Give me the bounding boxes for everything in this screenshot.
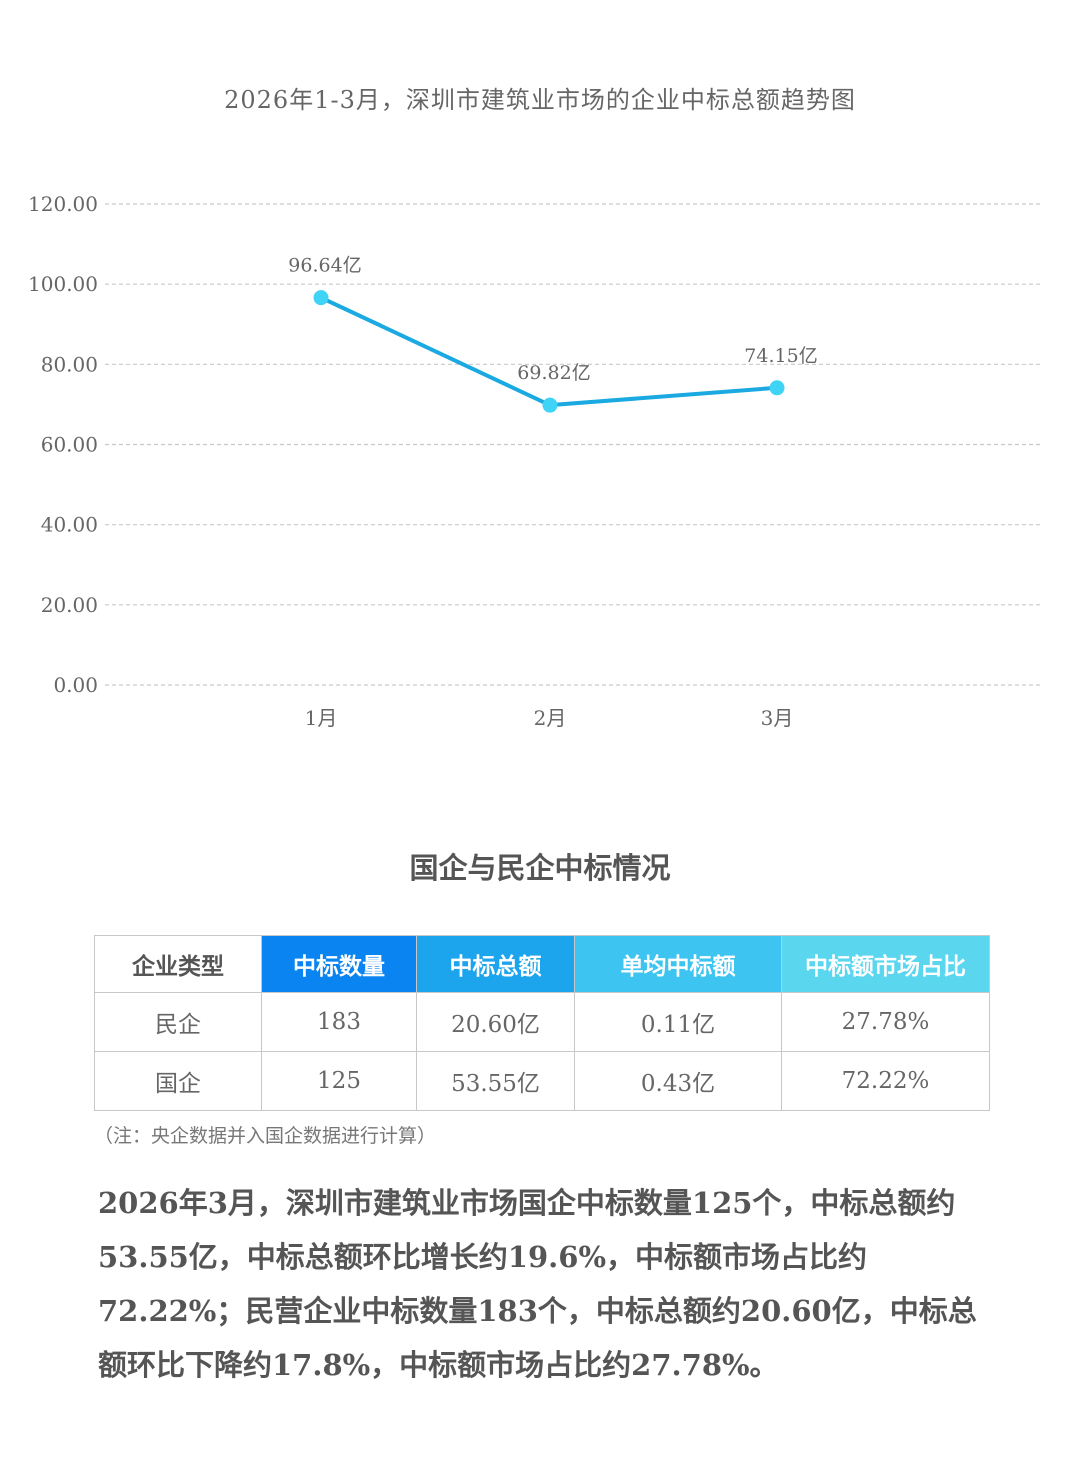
table-row: 民企 183 20.60亿 0.11亿 27.78% bbox=[94, 992, 990, 1052]
data-point bbox=[313, 290, 329, 306]
x-axis-ticks: 1月 2月 3月 bbox=[305, 706, 794, 730]
y-tick-label: 20.00 bbox=[41, 593, 98, 617]
table-cell: 72.22% bbox=[781, 1051, 990, 1111]
table-cell: 民企 bbox=[94, 992, 262, 1052]
data-point bbox=[542, 397, 558, 413]
table-cell: 27.78% bbox=[781, 992, 990, 1052]
x-tick-label: 1月 bbox=[305, 706, 338, 730]
table-row: 国企 125 53.55亿 0.43亿 72.22% bbox=[94, 1051, 990, 1111]
x-tick-label: 3月 bbox=[761, 706, 794, 730]
section-title: 国企与民企中标情况 bbox=[409, 851, 671, 885]
header-bid-count: 中标数量 bbox=[261, 935, 417, 993]
y-tick-label: 120.00 bbox=[28, 192, 98, 216]
table-cell: 183 bbox=[261, 992, 417, 1052]
series-points bbox=[313, 290, 785, 413]
chart-title: 2026年1-3月，深圳市建筑业市场的企业中标总额趋势图 bbox=[224, 86, 856, 114]
header-enterprise-type: 企业类型 bbox=[94, 935, 262, 993]
series-line bbox=[320, 295, 778, 408]
line-chart: 0.00 20.00 40.00 60.00 80.00 100.00 120.00 1月 2… bbox=[28, 192, 1042, 730]
header-bid-total: 中标总额 bbox=[416, 935, 575, 993]
y-tick-label: 40.00 bbox=[41, 513, 98, 537]
table-cell: 国企 bbox=[94, 1051, 262, 1111]
y-tick-label: 0.00 bbox=[53, 673, 98, 697]
x-tick-label: 2月 bbox=[534, 706, 567, 730]
summary-paragraph: 2026年3月，深圳市建筑业市场国企中标数量125个，中标总额约53.55亿，中… bbox=[98, 1186, 977, 1382]
data-point bbox=[769, 380, 785, 396]
y-tick-label: 80.00 bbox=[41, 352, 98, 376]
data-label: 69.82亿 bbox=[517, 362, 590, 384]
y-tick-label: 60.00 bbox=[41, 433, 98, 457]
data-labels: 96.64亿 69.82亿 74.15亿 bbox=[288, 255, 817, 385]
table-cell: 0.11亿 bbox=[574, 992, 782, 1052]
y-axis-ticks: 0.00 20.00 40.00 60.00 80.00 100.00 120.00 bbox=[28, 192, 98, 697]
table-header-row: 企业类型 中标数量 中标总额 单均中标额 中标额市场占比 bbox=[94, 935, 990, 993]
table-cell: 125 bbox=[261, 1051, 417, 1111]
data-label: 96.64亿 bbox=[288, 255, 361, 277]
header-market-share: 中标额市场占比 bbox=[781, 935, 990, 993]
table-cell: 0.43亿 bbox=[574, 1051, 782, 1111]
table-cell: 20.60亿 bbox=[416, 992, 575, 1052]
table-note: （注：央企数据并入国企数据进行计算） bbox=[94, 1125, 437, 1147]
data-label: 74.15亿 bbox=[744, 345, 817, 367]
bid-summary-table: 企业类型 中标数量 中标总额 单均中标额 中标额市场占比 民企 183 20.6… bbox=[94, 935, 990, 1111]
y-tick-label: 100.00 bbox=[28, 272, 98, 296]
grid-lines bbox=[105, 203, 1042, 686]
table-cell: 53.55亿 bbox=[416, 1051, 575, 1111]
header-avg-bid: 单均中标额 bbox=[574, 935, 782, 993]
series-line-layer bbox=[320, 295, 778, 408]
